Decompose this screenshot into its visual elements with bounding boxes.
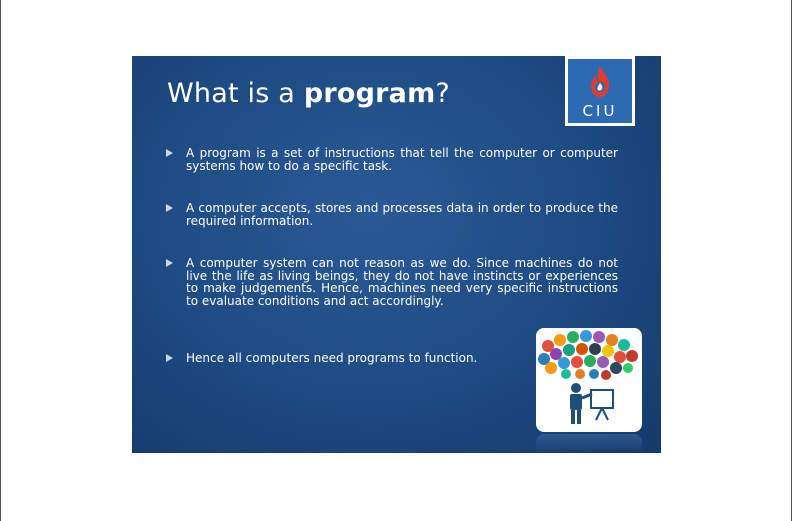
bullet-text: A computer accepts, stores and processes… — [186, 201, 618, 228]
ciu-logo: CIU — [565, 56, 635, 126]
logo-text: CIU — [582, 102, 618, 120]
app-icons-cloud — [538, 330, 638, 380]
title-plain: What is a — [167, 78, 304, 109]
logo-panel: CIU — [568, 59, 632, 123]
bullet-item: Hence all computers need programs to fun… — [166, 352, 526, 365]
triangle-right-icon — [166, 204, 173, 212]
presenter-with-app-icons-illustration — [538, 330, 638, 424]
slide-title: What is a program? — [167, 78, 450, 109]
presenter-figure — [570, 383, 614, 424]
illustration-reflection — [536, 434, 642, 453]
bullet-item: A computer accepts, stores and processes… — [166, 202, 618, 227]
bullet-text: A program is a set of instructions that … — [186, 146, 618, 173]
triangle-right-icon — [166, 354, 173, 362]
bullet-text: A computer system can not reason as we d… — [186, 256, 618, 308]
presenter-illustration — [536, 328, 642, 432]
triangle-right-icon — [166, 149, 173, 157]
title-bold: program — [303, 78, 436, 109]
slide: What is a program? CIU A program is a se… — [132, 56, 661, 453]
bullet-text: Hence all computers need programs to fun… — [186, 351, 478, 365]
triangle-right-icon — [166, 259, 173, 267]
bullet-item: A program is a set of instructions that … — [166, 147, 618, 172]
bullet-item: A computer system can not reason as we d… — [166, 257, 618, 307]
flame-icon — [591, 66, 609, 97]
title-end: ? — [435, 78, 450, 109]
